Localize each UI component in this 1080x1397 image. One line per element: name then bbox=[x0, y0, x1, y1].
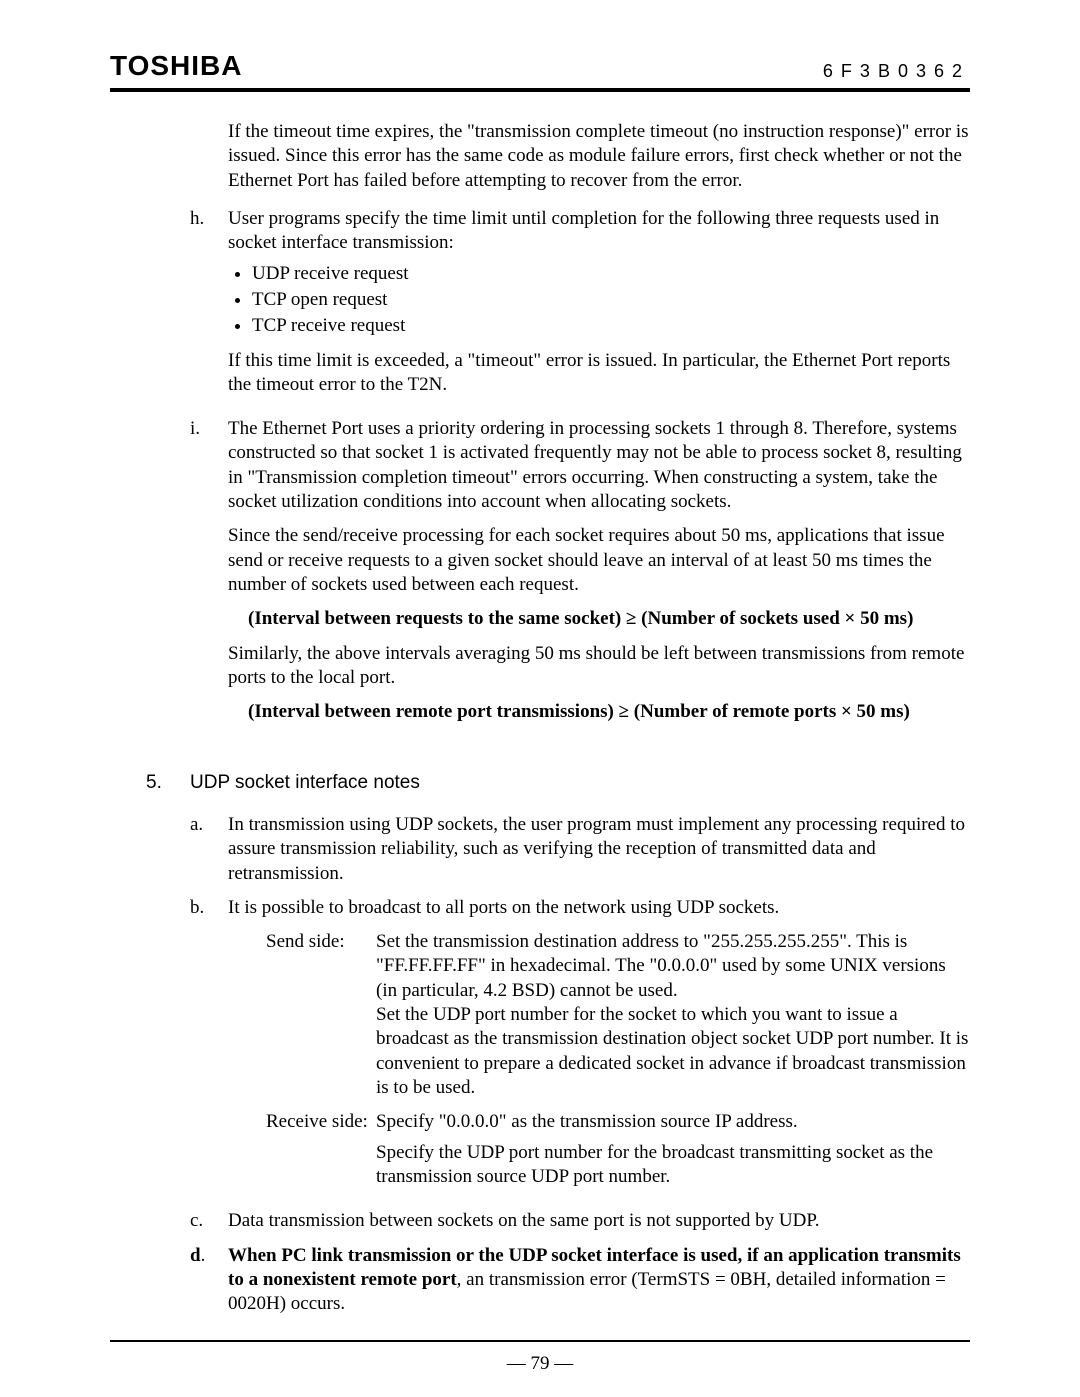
item-d-body: When PC link transmission or the UDP soc… bbox=[228, 1244, 970, 1317]
section-5-header: 5. UDP socket interface notes bbox=[146, 771, 970, 795]
send-p2: Set the UDP port number for the socket t… bbox=[376, 1003, 970, 1100]
section-5-title: UDP socket interface notes bbox=[190, 771, 420, 795]
item-a: a. In transmission using UDP sockets, th… bbox=[190, 813, 970, 886]
item-i-p2: Since the send/receive processing for ea… bbox=[228, 524, 970, 597]
top-paragraph: If the timeout time expires, the "transm… bbox=[228, 120, 970, 193]
item-h: h. User programs specify the time limit … bbox=[190, 207, 970, 407]
list-item: UDP receive request bbox=[252, 262, 970, 286]
send-p1: Set the transmission destination address… bbox=[376, 930, 970, 1003]
item-a-label: a. bbox=[190, 813, 228, 886]
item-b-body: It is possible to broadcast to all ports… bbox=[228, 896, 970, 1199]
item-i-formula2: (Interval between remote port transmissi… bbox=[248, 700, 970, 724]
item-c-label: c. bbox=[190, 1209, 228, 1233]
recv-p2: Specify the UDP port number for the broa… bbox=[376, 1141, 970, 1190]
item-b: b. It is possible to broadcast to all po… bbox=[190, 896, 970, 1199]
item-c-body: Data transmission between sockets on the… bbox=[228, 1209, 970, 1233]
item-i-body: The Ethernet Port uses a priority orderi… bbox=[228, 417, 970, 734]
item-d-letter: d bbox=[190, 1245, 201, 1266]
footer-rule bbox=[110, 1340, 970, 1342]
item-i-formula1: (Interval between requests to the same s… bbox=[248, 607, 970, 631]
item-d-dot: . bbox=[201, 1245, 206, 1266]
section-5-num: 5. bbox=[146, 771, 190, 795]
item-b-text: It is possible to broadcast to all ports… bbox=[228, 896, 970, 920]
item-d: d. When PC link transmission or the UDP … bbox=[190, 1244, 970, 1317]
page: TOSHIBA 6F3B0362 If the timeout time exp… bbox=[0, 0, 1080, 1397]
list-item: TCP receive request bbox=[252, 314, 970, 338]
send-side-row: Send side: Set the transmission destinat… bbox=[266, 930, 970, 1100]
item-i-label: i. bbox=[190, 417, 228, 734]
item-h-bullets: UDP receive request TCP open request TCP… bbox=[228, 262, 970, 339]
send-side-body: Set the transmission destination address… bbox=[376, 930, 970, 1100]
item-d-label: d. bbox=[190, 1244, 228, 1317]
receive-side-label: Receive side: bbox=[266, 1110, 376, 1189]
item-h-intro: User programs specify the time limit unt… bbox=[228, 207, 970, 256]
item-i: i. The Ethernet Port uses a priority ord… bbox=[190, 417, 970, 734]
recv-p1: Specify "0.0.0.0" as the transmission so… bbox=[376, 1110, 970, 1134]
item-h-after: If this time limit is exceeded, a "timeo… bbox=[228, 349, 970, 398]
page-number: — 79 — bbox=[0, 1353, 1080, 1375]
item-c: c. Data transmission between sockets on … bbox=[190, 1209, 970, 1233]
list-item: TCP open request bbox=[252, 288, 970, 312]
send-side-label: Send side: bbox=[266, 930, 376, 1100]
brand-logo: TOSHIBA bbox=[110, 50, 243, 82]
item-a-body: In transmission using UDP sockets, the u… bbox=[228, 813, 970, 886]
doc-code: 6F3B0362 bbox=[823, 61, 970, 82]
header: TOSHIBA 6F3B0362 bbox=[110, 50, 970, 88]
receive-side-body: Specify "0.0.0.0" as the transmission so… bbox=[376, 1110, 970, 1189]
receive-side-row: Receive side: Specify "0.0.0.0" as the t… bbox=[266, 1110, 970, 1189]
header-rule bbox=[110, 88, 970, 92]
item-i-p3: Similarly, the above intervals averaging… bbox=[228, 642, 970, 691]
item-i-p1: The Ethernet Port uses a priority orderi… bbox=[228, 417, 970, 514]
item-b-label: b. bbox=[190, 896, 228, 1199]
item-h-body: User programs specify the time limit unt… bbox=[228, 207, 970, 407]
content: If the timeout time expires, the "transm… bbox=[110, 120, 970, 1317]
item-h-label: h. bbox=[190, 207, 228, 407]
